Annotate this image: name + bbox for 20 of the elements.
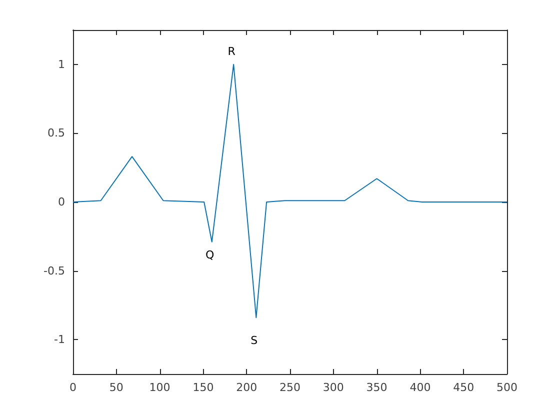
x-tick-label: 500 bbox=[496, 381, 518, 394]
y-tick-label: -0.5 bbox=[44, 264, 65, 278]
x-tick-label: 250 bbox=[280, 381, 300, 394]
y-tick-label: 1 bbox=[58, 58, 65, 71]
y-tick-label: -1 bbox=[54, 333, 65, 346]
annotation: Q bbox=[206, 248, 215, 262]
x-tick-label: 400 bbox=[410, 381, 431, 394]
annotation: S bbox=[250, 334, 258, 348]
x-tick-label: 50 bbox=[109, 381, 124, 394]
x-tick-label: 300 bbox=[322, 381, 344, 394]
x-tick-label: 150 bbox=[192, 381, 214, 394]
y-tick-label: 0 bbox=[58, 196, 65, 208]
x-tick-label: 350 bbox=[366, 381, 388, 394]
x-tick-label: 0 bbox=[70, 381, 76, 394]
line-series bbox=[72, 64, 508, 318]
annotation: R bbox=[228, 44, 236, 58]
y-tick-label: 0.5 bbox=[48, 126, 65, 140]
x-tick-label: 450 bbox=[453, 381, 474, 394]
x-tick-label: 100 bbox=[149, 381, 170, 394]
x-tick-label: 200 bbox=[236, 381, 258, 394]
